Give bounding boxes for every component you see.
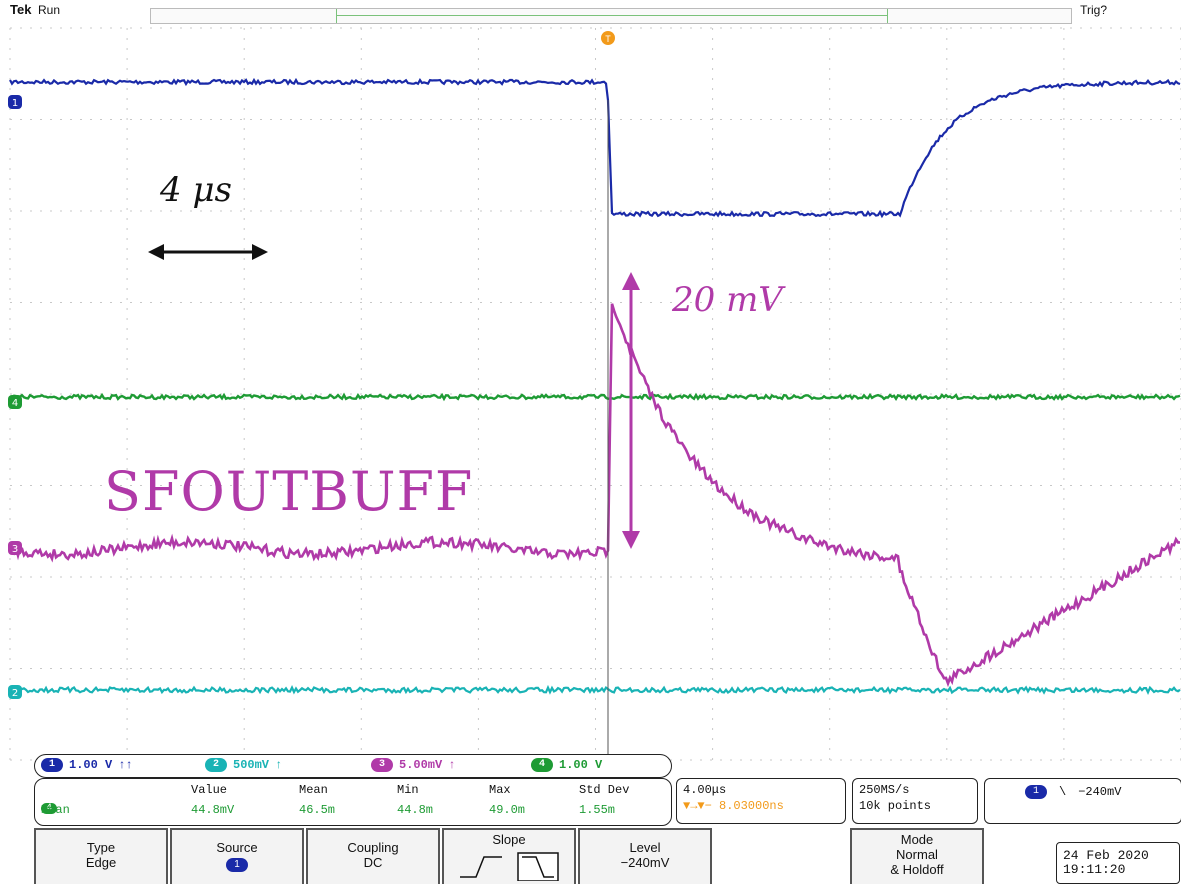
- svg-text:4: 4: [12, 398, 18, 409]
- svg-text:1: 1: [12, 98, 18, 109]
- slope-icons: [460, 852, 559, 882]
- acquisition-readout[interactable]: 250MS/s 10k points: [852, 778, 978, 824]
- menu-type-button[interactable]: Type Edge: [34, 828, 168, 884]
- ch2-readout[interactable]: 2 500mV ↑: [205, 758, 282, 772]
- ch1-waveform: [9, 77, 1181, 219]
- channel-scale-bar: 1 1.00 V ↑↑ 2 500mV ↑ 3 5.00mV ↑ 4 1.00 …: [34, 754, 672, 778]
- ch3-marker[interactable]: 3: [8, 541, 22, 555]
- menu-coupling-button[interactable]: Coupling DC: [306, 828, 440, 884]
- measurement-table[interactable]: Value Mean Min Max Std Dev 4 Mean 44.8mV…: [34, 778, 672, 826]
- trigger-status: Trig?: [1080, 3, 1107, 17]
- time-scale-arrow: [148, 244, 268, 260]
- date-time: 24 Feb 2020 19:11:20: [1056, 842, 1180, 884]
- ch1-marker[interactable]: 1: [8, 95, 22, 109]
- time-scale-label: 4 μs: [160, 170, 232, 210]
- ch4-waveform: [9, 392, 1181, 402]
- trigger-level: −240mV: [1078, 785, 1122, 799]
- ch4-readout[interactable]: 4 1.00 V: [531, 758, 602, 772]
- menu-mode-button[interactable]: Mode Normal & Holdoff: [850, 828, 984, 884]
- ch2-waveform: [9, 684, 1181, 695]
- svg-text:2: 2: [12, 688, 18, 699]
- menu-level-button[interactable]: Level −240mV: [578, 828, 712, 884]
- trigger-marker: T: [601, 31, 615, 45]
- amplitude-scale-label: 20 mV: [672, 280, 783, 320]
- rising-slope-icon: [460, 856, 502, 878]
- horizontal-readout[interactable]: 4.00μs ▼→▼− 8.03000ns: [676, 778, 846, 824]
- svg-text:3: 3: [12, 544, 18, 555]
- ch3-readout[interactable]: 3 5.00mV ↑: [371, 758, 455, 772]
- svg-text:T: T: [605, 34, 611, 44]
- amplitude-scale-arrow: [622, 272, 640, 549]
- falling-slope-icon: [522, 856, 554, 878]
- graticule: [9, 27, 1181, 761]
- ch2-marker[interactable]: 2: [8, 685, 22, 699]
- readout-panel: 1 1.00 V ↑↑ 2 500mV ↑ 3 5.00mV ↑ 4 1.00 …: [0, 752, 1181, 884]
- trigger-source-chip: 1: [1025, 785, 1047, 799]
- trigger-readout[interactable]: 1 \ −240mV: [984, 778, 1181, 824]
- menu-source-button[interactable]: Source 1: [170, 828, 304, 884]
- record-view-bar: [150, 8, 1072, 24]
- brand-logo: Tek: [10, 2, 32, 17]
- signal-name-label: SFOUTBUFF: [104, 460, 474, 523]
- run-state: Run: [38, 3, 61, 17]
- record-window: [336, 9, 888, 23]
- source-chip: 1: [226, 858, 248, 872]
- status-bar: Tek Run Trig?: [0, 0, 1181, 28]
- ch4-marker[interactable]: 4: [8, 395, 22, 409]
- menu-slope-button[interactable]: Slope: [442, 828, 576, 884]
- ch1-readout[interactable]: 1 1.00 V ↑↑: [41, 758, 133, 772]
- ch3-waveform: [8, 303, 1180, 688]
- trigger-slope-icon: \: [1059, 785, 1067, 799]
